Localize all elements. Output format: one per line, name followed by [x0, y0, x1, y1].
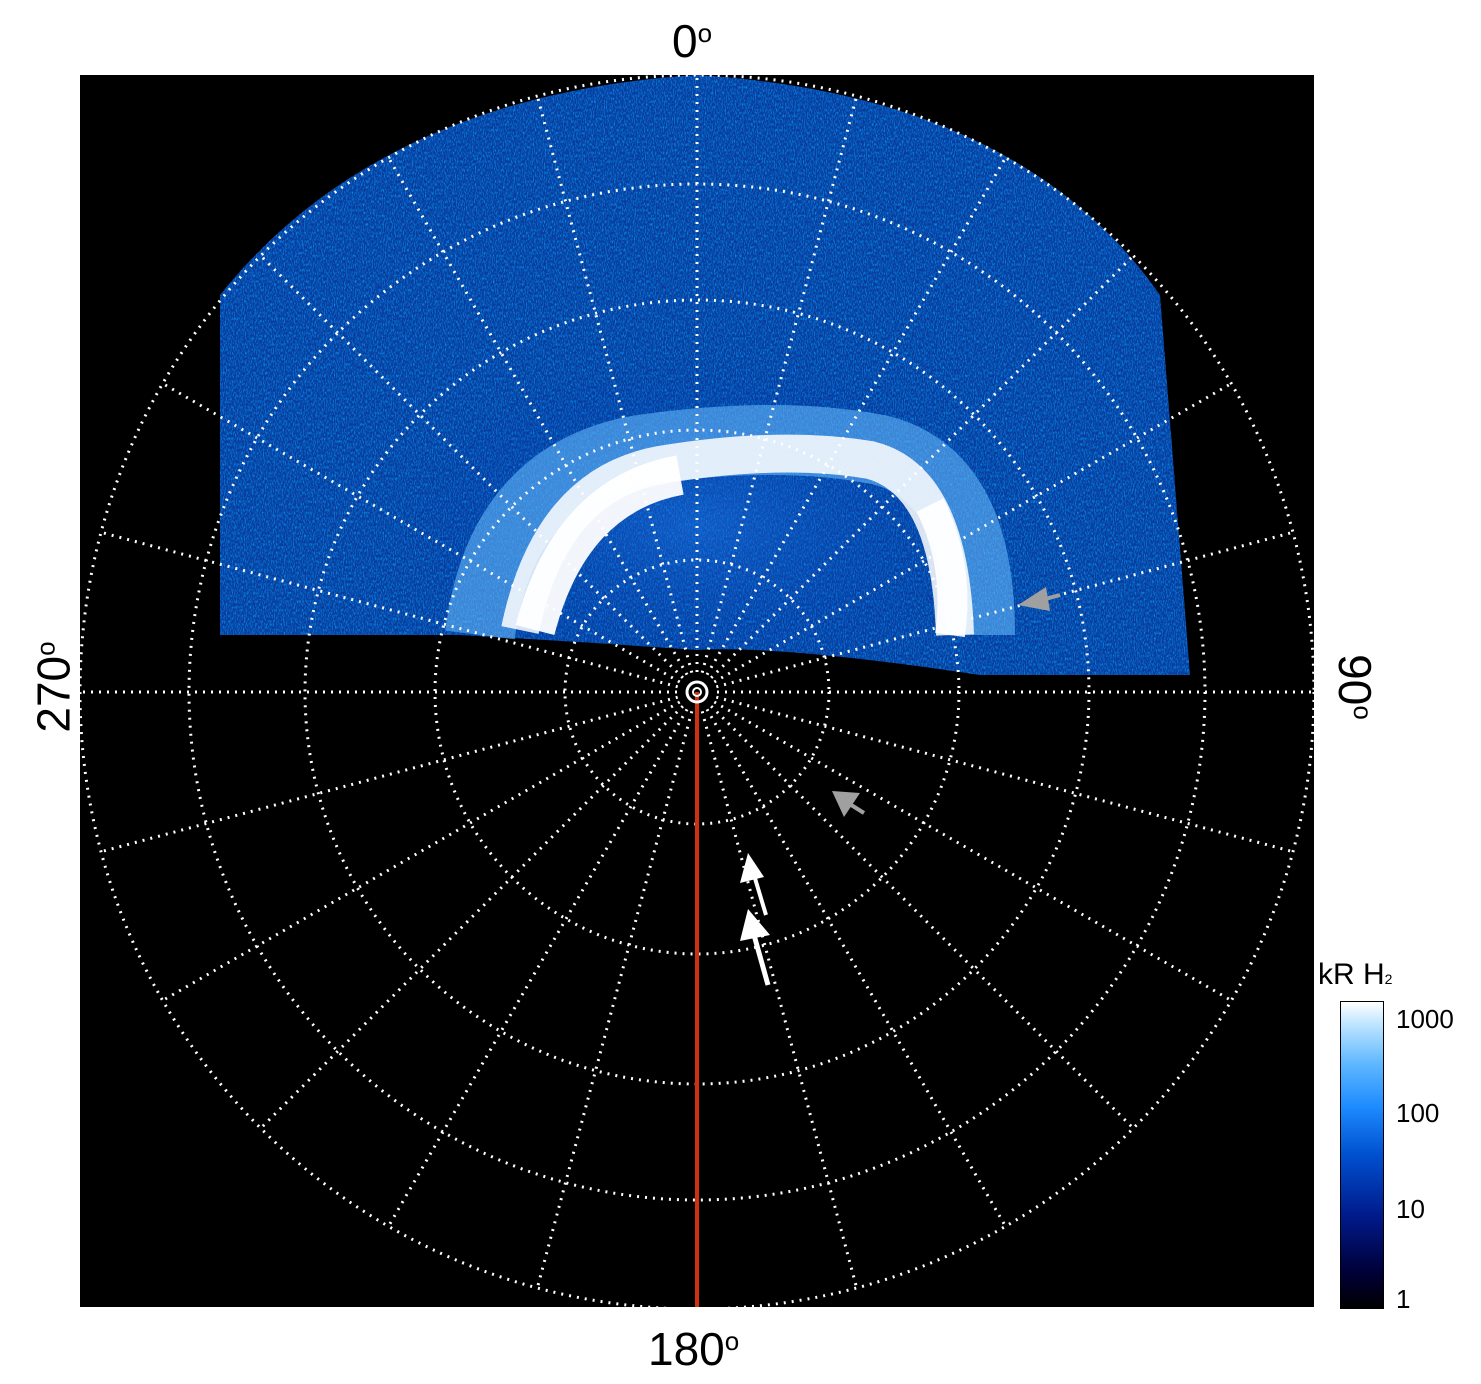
angle-label-left: 270o	[27, 641, 80, 733]
angle-label-top: 0o	[672, 15, 713, 67]
longitude-line	[710, 254, 1135, 679]
longitude-line	[535, 710, 694, 1289]
arrow-gray-right	[1018, 587, 1061, 611]
longitude-line	[161, 700, 681, 1002]
polar-projection-image	[78, 73, 1316, 1311]
longitude-line	[715, 695, 1294, 854]
colorbar-title: kR H2	[1318, 958, 1393, 991]
longitude-line	[715, 530, 1294, 689]
pole-marker-outer	[685, 680, 709, 704]
longitude-line	[535, 95, 694, 674]
longitude-line	[161, 382, 681, 684]
angle-label-right: 90o	[1328, 654, 1381, 720]
longitude-line	[100, 695, 679, 854]
longitude-line	[705, 708, 1007, 1228]
longitude-line	[700, 710, 859, 1289]
longitude-line	[259, 254, 684, 679]
longitude-line	[713, 700, 1233, 1002]
colorbar-tick-label: 100	[1396, 1098, 1440, 1128]
arrow-gray-lower	[832, 791, 866, 817]
longitude-line	[259, 705, 684, 1130]
longitude-line	[705, 156, 1007, 676]
longitude-line	[713, 382, 1233, 684]
arrow-white-lower	[740, 909, 771, 986]
longitude-line	[710, 705, 1135, 1130]
auroral-oval	[445, 405, 1015, 640]
arrow-white-upper	[740, 853, 768, 916]
angle-label-bottom: 180o	[648, 1323, 740, 1375]
longitude-line	[387, 708, 689, 1228]
polar-plot-svg	[78, 73, 1316, 1311]
emission-region	[220, 75, 1190, 675]
colorbar-tick-label: 10	[1396, 1194, 1425, 1224]
longitude-line	[700, 95, 859, 674]
pole-marker-inner	[692, 687, 702, 697]
colorbar-tick-label: 1000	[1396, 1004, 1454, 1034]
longitude-line	[387, 156, 689, 676]
latitude-circle	[303, 298, 1091, 1086]
colorbar-tick-label: 1	[1396, 1284, 1411, 1314]
colorbar	[1340, 1001, 1384, 1309]
longitude-line	[100, 530, 679, 689]
